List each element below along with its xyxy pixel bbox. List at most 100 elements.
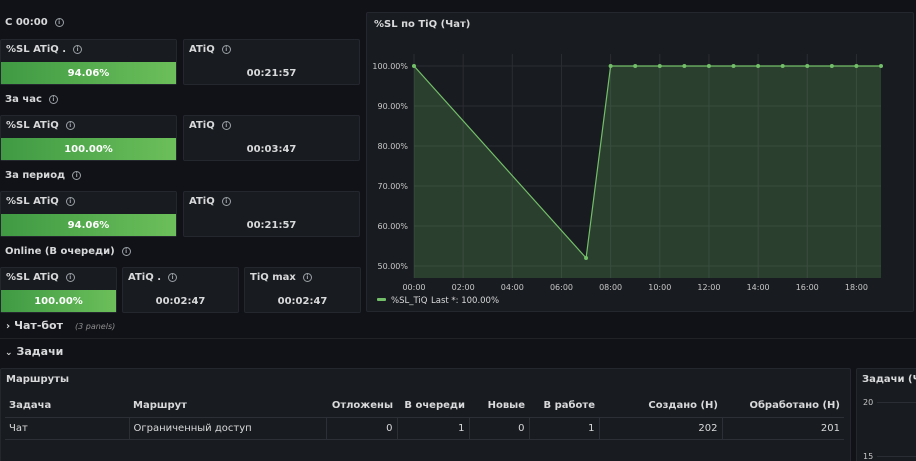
y-tick-label: 70.00% xyxy=(377,182,408,191)
tasks-chat-panel: Задачи (Чат 20 15 xyxy=(856,368,916,461)
data-point xyxy=(608,64,613,68)
panel-title: %SL ATiQ . xyxy=(6,44,67,55)
y-tick-label: 60.00% xyxy=(377,222,408,231)
y-tick-label: 90.00% xyxy=(377,102,408,111)
panel-title: ATiQ xyxy=(189,44,215,55)
x-tick-label: 08:00 xyxy=(599,283,622,292)
chart-svg: 50.00% 60.00% 70.00% 80.00% 90.00% 100.00% 00… xyxy=(372,54,883,306)
y-tick-label: 20 xyxy=(863,398,874,407)
sl-atiq-panel-1: %SL ATiQ . i 94.06% xyxy=(0,39,177,85)
info-icon[interactable]: i xyxy=(72,171,82,180)
cell-task: Чат xyxy=(5,417,130,440)
info-icon[interactable]: i xyxy=(73,45,83,54)
x-tick-label: 02:00 xyxy=(452,283,475,292)
panel-title: ATiQ xyxy=(189,196,215,207)
x-tick-label: 06:00 xyxy=(550,283,573,292)
sl-value: 94.06% xyxy=(1,214,176,236)
routes-title: Маршруты xyxy=(6,374,69,385)
row-panel-count: (3 panels) xyxy=(75,322,116,331)
cell-in-progress: 1 xyxy=(529,417,600,440)
series-line xyxy=(413,65,881,260)
atiq-value: 00:21:57 xyxy=(246,220,297,231)
data-point xyxy=(731,64,736,68)
column-header[interactable]: Маршрут xyxy=(129,395,326,418)
side-panel-title: Задачи (Чат xyxy=(862,374,916,385)
info-icon[interactable]: i xyxy=(48,95,58,104)
column-header[interactable]: Отложены xyxy=(326,395,397,418)
column-header[interactable]: В работе xyxy=(529,395,599,418)
table-row[interactable]: Чат Ограниченный доступ 0 1 0 1 202 201 xyxy=(5,417,844,440)
chevron-down-icon: ⌄ xyxy=(5,348,13,358)
row-tasks[interactable]: ⌄ Задачи xyxy=(5,345,63,358)
atiq-value: 00:03:47 xyxy=(246,144,297,155)
tiq-max-panel: TiQ max i 00:02:47 xyxy=(244,267,361,313)
sl-value: 100.00% xyxy=(1,290,116,312)
data-point xyxy=(584,256,589,260)
series-area xyxy=(414,66,881,278)
cell-new: 0 xyxy=(469,417,530,440)
info-icon[interactable]: i xyxy=(302,273,312,282)
sl-atiq-panel-3: %SL ATiQ i 94.06% xyxy=(0,191,177,237)
atiq-value: 00:21:57 xyxy=(246,68,297,79)
y-tick-label: 15 xyxy=(863,452,874,461)
routes-table: Задача Маршрут Отложены В очереди Новые … xyxy=(5,395,844,440)
data-point xyxy=(829,64,834,68)
y-tick-label: 100.00% xyxy=(372,62,408,71)
panel-title: ATiQ xyxy=(189,120,215,131)
row-title: Задачи xyxy=(16,345,64,358)
cell-processed: 201 xyxy=(722,417,844,440)
section-title-hour: За час i xyxy=(5,94,58,105)
column-header[interactable]: Новые xyxy=(469,395,529,418)
data-point xyxy=(657,64,662,68)
section-title-text: С 00:00 xyxy=(5,17,48,28)
routes-panel: Маршруты Задача Маршрут Отложены В очере… xyxy=(0,368,851,461)
cell-postponed: 0 xyxy=(326,417,398,440)
chart-legend[interactable]: %SL_TiQ Last *: 100.00% xyxy=(377,296,499,306)
chevron-right-icon: › xyxy=(6,321,11,332)
column-header[interactable]: В очереди xyxy=(397,395,469,418)
sl-value: 100.00% xyxy=(1,138,176,160)
info-icon[interactable]: i xyxy=(221,45,231,54)
panel-title: %SL ATiQ xyxy=(6,272,59,283)
data-point xyxy=(780,64,785,68)
sl-value: 94.06% xyxy=(1,62,176,84)
panel-title: %SL ATiQ xyxy=(6,120,59,131)
x-tick-label: 18:00 xyxy=(845,283,868,292)
row-chatbot[interactable]: › Чат-бот (3 panels) xyxy=(6,319,115,332)
info-icon[interactable]: i xyxy=(65,273,75,282)
cell-created: 202 xyxy=(599,417,723,440)
info-icon[interactable]: i xyxy=(221,197,231,206)
x-tick-label: 10:00 xyxy=(648,283,671,292)
legend-swatch xyxy=(377,298,386,301)
panel-title: ATiQ . xyxy=(128,272,161,283)
table-header-row: Задача Маршрут Отложены В очереди Новые … xyxy=(5,395,844,418)
data-point xyxy=(633,64,638,68)
info-icon[interactable]: i xyxy=(65,197,75,206)
y-tick-label: 50.00% xyxy=(377,262,408,271)
section-title-online: Online (В очереди) i xyxy=(5,246,131,257)
sl-atiq-panel-2: %SL ATiQ i 100.00% xyxy=(0,115,177,161)
column-header[interactable]: Обработано (Н) xyxy=(722,395,844,418)
data-point xyxy=(756,64,761,68)
data-point xyxy=(879,64,883,68)
info-icon[interactable]: i xyxy=(168,273,177,282)
data-point xyxy=(682,64,687,68)
x-tick-label: 00:00 xyxy=(402,283,425,292)
info-icon[interactable]: i xyxy=(65,121,75,130)
sl-atiq-panel-4: %SL ATiQ i 100.00% xyxy=(0,267,117,313)
section-title-text: Online (В очереди) xyxy=(5,246,115,257)
atiq-panel-1: ATiQ i 00:21:57 xyxy=(183,39,360,85)
atiq-panel-4: ATiQ . i 00:02:47 xyxy=(122,267,239,313)
cell-in-queue: 1 xyxy=(397,417,470,440)
atiq-panel-3: ATiQ i 00:21:57 xyxy=(183,191,360,237)
info-icon[interactable]: i xyxy=(221,121,231,130)
chart-title: %SL по TiQ (Чат) xyxy=(374,19,471,30)
info-icon[interactable]: i xyxy=(121,247,131,256)
panel-title: TiQ max xyxy=(250,272,296,283)
x-tick-label: 04:00 xyxy=(501,283,524,292)
column-header[interactable]: Задача xyxy=(5,395,129,418)
section-title-text: За период xyxy=(5,170,66,181)
info-icon[interactable]: i xyxy=(54,18,64,27)
section-title-since-midnight: С 00:00 i xyxy=(5,17,64,28)
column-header[interactable]: Создано (Н) xyxy=(599,395,722,418)
